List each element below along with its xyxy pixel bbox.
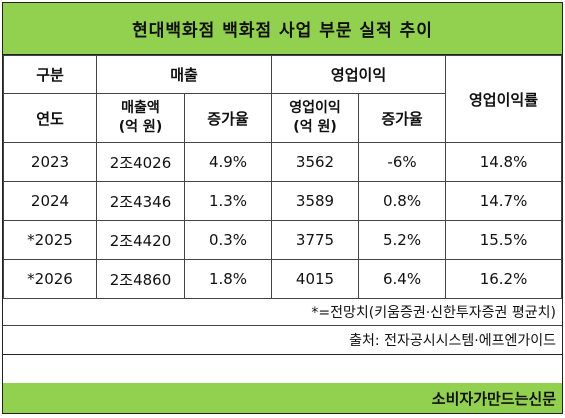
- header-sales-amount-line1: 매출액: [121, 100, 160, 116]
- cell-sales-growth: 0.3%: [183, 220, 273, 260]
- cell-sales: 2조4420: [96, 220, 185, 260]
- cell-sales: 2조4860: [96, 259, 185, 299]
- cell-op-growth: 6.4%: [358, 259, 447, 299]
- cell-sales-growth: 1.3%: [183, 181, 273, 221]
- table-row: *2025 2조4420 0.3% 3775 5.2% 15.5%: [3, 220, 562, 260]
- cell-year: *2026: [3, 259, 97, 299]
- cell-margin: 14.8%: [445, 142, 562, 182]
- cell-op-growth: 0.8%: [358, 181, 447, 221]
- publisher-footer: 소비자가만드는신문: [3, 383, 562, 413]
- header-sales-amount-line2: (억 원): [118, 119, 163, 135]
- header-op-growth: 증가율: [358, 93, 447, 143]
- header-op-profit-amount-line1: 영업이익: [289, 100, 341, 116]
- header-row-1: 구분 매출 영업이익 영업이익률: [3, 55, 562, 143]
- cell-sales: 2조4026: [96, 142, 185, 182]
- cell-margin: 16.2%: [445, 259, 562, 299]
- cell-margin: 14.7%: [445, 181, 562, 221]
- header-op-profit-amount-line2: (억 원): [293, 119, 337, 135]
- cell-op-growth: 5.2%: [358, 220, 447, 260]
- cell-op-profit: 3589: [271, 181, 360, 221]
- cell-sales-growth: 4.9%: [183, 142, 273, 182]
- header-row-2: 연도 매출액 (억 원) 증가율 영업이익 (억 원) 증가율: [3, 93, 562, 143]
- table-row: 2024 2조4346 1.3% 3589 0.8% 14.7%: [3, 181, 562, 221]
- cell-op-growth: -6%: [358, 142, 447, 182]
- table-row: 2023 2조4026 4.9% 3562 -6% 14.8%: [3, 142, 562, 182]
- cell-op-profit: 4015: [271, 259, 360, 299]
- header-op-profit: 영업이익: [271, 55, 447, 94]
- cell-sales-growth: 1.8%: [183, 259, 273, 299]
- header-sales-amount: 매출액 (억 원): [96, 93, 185, 143]
- header-category: 구분: [3, 55, 97, 94]
- cell-op-profit: 3775: [271, 220, 360, 260]
- performance-table: 구분 매출 영업이익 영업이익률 연도 매출액 (억 원) 증가율 영업이익 (…: [3, 55, 562, 299]
- header-sales: 매출: [95, 55, 273, 94]
- cell-year: 2024: [3, 181, 97, 221]
- header-sales-growth: 증가율: [183, 93, 273, 143]
- cell-year: 2023: [3, 142, 97, 182]
- cell-sales: 2조4346: [96, 181, 185, 221]
- table-title: 현대백화점 백화점 사업 부문 실적 추이: [3, 3, 562, 55]
- cell-margin: 15.5%: [445, 220, 562, 260]
- header-op-profit-amount: 영업이익 (억 원): [271, 93, 360, 143]
- table-card: 현대백화점 백화점 사업 부문 실적 추이 구분 매출 영업이익 영업이익률 연…: [2, 2, 563, 414]
- cell-year: *2025: [3, 220, 97, 260]
- cell-op-profit: 3562: [271, 142, 360, 182]
- table-row: *2026 2조4860 1.8% 4015 6.4% 16.2%: [3, 259, 562, 299]
- source-line: 출처: 전자공시시스템·에프엔가이드: [3, 326, 562, 355]
- forecast-note: *=전망치(키움증권·신한투자증권 평균치): [3, 299, 562, 326]
- header-op-margin: 영업이익률: [445, 55, 562, 143]
- header-year: 연도: [3, 93, 97, 143]
